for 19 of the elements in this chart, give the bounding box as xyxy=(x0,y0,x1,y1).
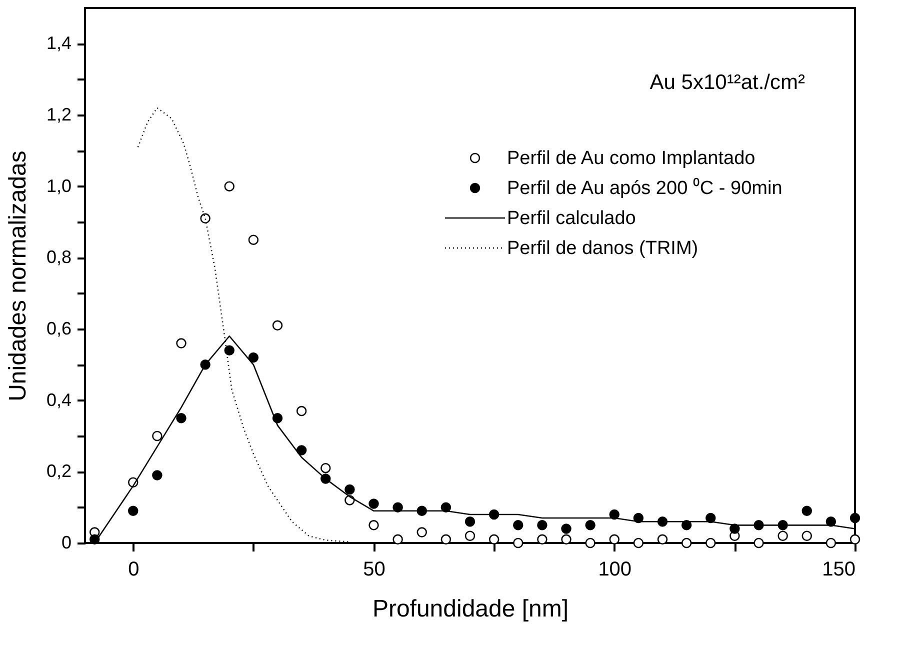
y-tick-label: 0,8 xyxy=(46,247,72,268)
annotation: Au 5x10¹²at./cm² xyxy=(650,71,805,94)
x-tick-label: 0 xyxy=(128,558,140,580)
legend-label: Perfil de Au após 200 ⁰C - 90min xyxy=(507,177,782,199)
legend-label: Perfil de Au como Implantado xyxy=(507,148,756,169)
legend-label: Perfil calculado xyxy=(507,208,636,229)
x-tick-label: 100 xyxy=(598,558,632,580)
y-tick-label: 0,4 xyxy=(46,390,72,410)
y-tick-label: 0,6 xyxy=(46,318,72,338)
y-tick-label: 1,0 xyxy=(46,176,72,196)
y-tick-label: 0,2 xyxy=(46,461,72,482)
y-tick-label: 1,4 xyxy=(46,33,72,54)
x-tick-label: 150 xyxy=(822,558,856,580)
y-tick-label: 1,2 xyxy=(46,104,72,124)
y-tick-label: 0 xyxy=(61,532,72,552)
legend-label: Perfil de danos (TRIM) xyxy=(507,238,698,259)
y-axis-title: Unidades normalizadas xyxy=(4,150,32,402)
x-axis-title: Profundidade [nm] xyxy=(372,596,569,622)
x-tick-label: 50 xyxy=(363,558,386,580)
